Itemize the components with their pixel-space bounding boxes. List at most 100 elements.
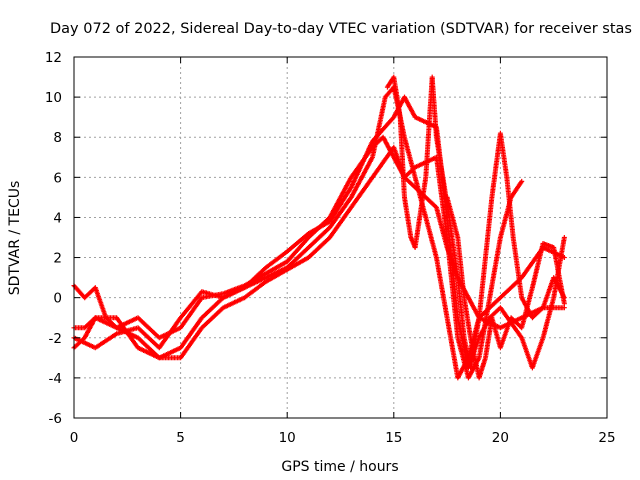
data-point-markers [476,256,488,321]
plot-frame [73,56,608,419]
chart-title: Day 072 of 2022, Sidereal Day-to-day VTE… [50,21,632,37]
data-series [71,74,567,381]
data-point-markers [199,289,225,300]
data-point-markers [540,276,556,311]
data-point-markers [489,315,503,349]
data-point-markers [156,355,182,361]
data-point-markers [242,266,268,291]
data-point-markers [444,194,460,239]
y-tick-label: 12 [45,50,62,66]
y-tick-label: 6 [53,170,62,186]
data-point-markers [284,232,310,254]
series-track-6 [444,194,567,381]
data-point-markers [284,255,310,273]
data-point-markers [92,315,118,321]
data-point-markers [455,235,467,299]
y-tick-label: -2 [49,331,62,347]
data-point-markers [402,194,414,239]
x-tick-label: 15 [385,430,402,446]
data-point-markers [220,295,246,311]
data-point-markers [156,316,183,351]
x-tick-label: 25 [598,430,615,446]
data-point-markers [487,236,503,301]
data-point-markers [540,296,556,341]
data-point-markers [529,242,546,291]
data-point-markers [497,130,510,179]
data-point-markers [433,204,450,249]
data-point-marker [561,235,567,240]
data-point-markers [551,245,567,305]
series-track-5 [384,74,567,371]
data-point-markers [504,174,516,239]
data-point-markers [429,74,439,139]
data-point-markers [370,115,396,144]
data-point-marker [519,178,525,184]
data-point-markers [263,267,289,285]
data-point-markers [199,296,225,321]
data-point-markers [306,236,332,261]
data-point-markers [220,285,246,301]
grid-lines [74,57,607,418]
data-point-markers [306,219,331,236]
data-point-markers [412,176,428,250]
y-axis-label: SDTVAR / TECUs [7,181,23,296]
x-axis-label: GPS time / hours [281,459,398,475]
data-point-markers [529,336,545,371]
data-point-markers [433,255,450,319]
data-point-markers [348,156,375,200]
data-point-markers [461,295,473,339]
data-point-markers [242,280,268,301]
data-point-markers [135,325,161,350]
data-point-markers [199,306,225,331]
data-point-markers [327,206,353,240]
data-point-markers [263,250,289,271]
data-point-markers [263,259,289,277]
x-tick-label: 5 [176,430,185,446]
data-point-markers [455,335,471,379]
data-point-markers [397,114,407,199]
data-point-markers [178,316,204,351]
y-tick-label: 4 [53,210,62,226]
data-point-markers [476,316,492,341]
data-point-markers [497,316,513,351]
y-tick-label: 2 [53,251,62,267]
y-tick-label: -4 [49,371,62,387]
data-point-markers [519,335,535,369]
x-tick-label: 0 [70,430,79,446]
data-point-markers [529,306,545,321]
y-tick-label: 0 [53,291,62,307]
data-point-markers [348,176,375,210]
data-point-markers [370,146,396,180]
x-tick-label: 20 [492,430,509,446]
data-point-markers [444,315,460,379]
data-point-markers [82,286,97,301]
series-track-3 [71,144,525,381]
data-point-markers [327,196,353,230]
data-point-markers [306,226,332,250]
data-point-markers [519,286,535,331]
data-point-markers [92,332,118,351]
y-tick-label: -6 [49,411,62,427]
data-point-markers [92,285,108,319]
data-point-markers [284,236,310,265]
data-point-markers [135,315,161,340]
data-point-markers [114,325,139,337]
data-point-markers [510,235,524,299]
data-point-markers [402,94,417,119]
data-point-markers [391,74,403,119]
data-point-markers [135,345,161,360]
data-point-markers [178,326,204,361]
data-point-markers [178,296,204,331]
data-point-markers [82,316,97,331]
axis-ticks: 0 5 10 15 20 25 -6 -4 -2 0 2 4 6 8 10 12 [45,50,616,446]
data-point-markers [483,196,495,261]
x-tick-label: 10 [279,430,296,446]
data-point-markers [178,290,204,321]
data-point-markers [455,275,467,339]
data-point-markers [348,140,375,190]
data-point-markers [433,134,446,179]
data-point-markers [446,214,460,279]
data-point-markers [476,356,488,381]
y-tick-label: 10 [45,90,62,106]
